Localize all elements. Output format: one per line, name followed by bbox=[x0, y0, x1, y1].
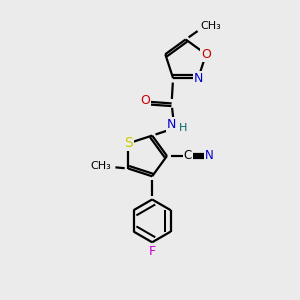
Text: CH₃: CH₃ bbox=[90, 160, 111, 171]
Text: F: F bbox=[148, 245, 156, 258]
Text: N: N bbox=[167, 118, 176, 131]
Text: C: C bbox=[184, 149, 192, 162]
Text: N: N bbox=[205, 149, 214, 162]
Text: O: O bbox=[140, 94, 150, 107]
Text: S: S bbox=[124, 136, 133, 150]
Text: O: O bbox=[201, 48, 211, 61]
Text: H: H bbox=[179, 123, 188, 134]
Text: N: N bbox=[194, 72, 203, 85]
Text: CH₃: CH₃ bbox=[201, 21, 221, 31]
